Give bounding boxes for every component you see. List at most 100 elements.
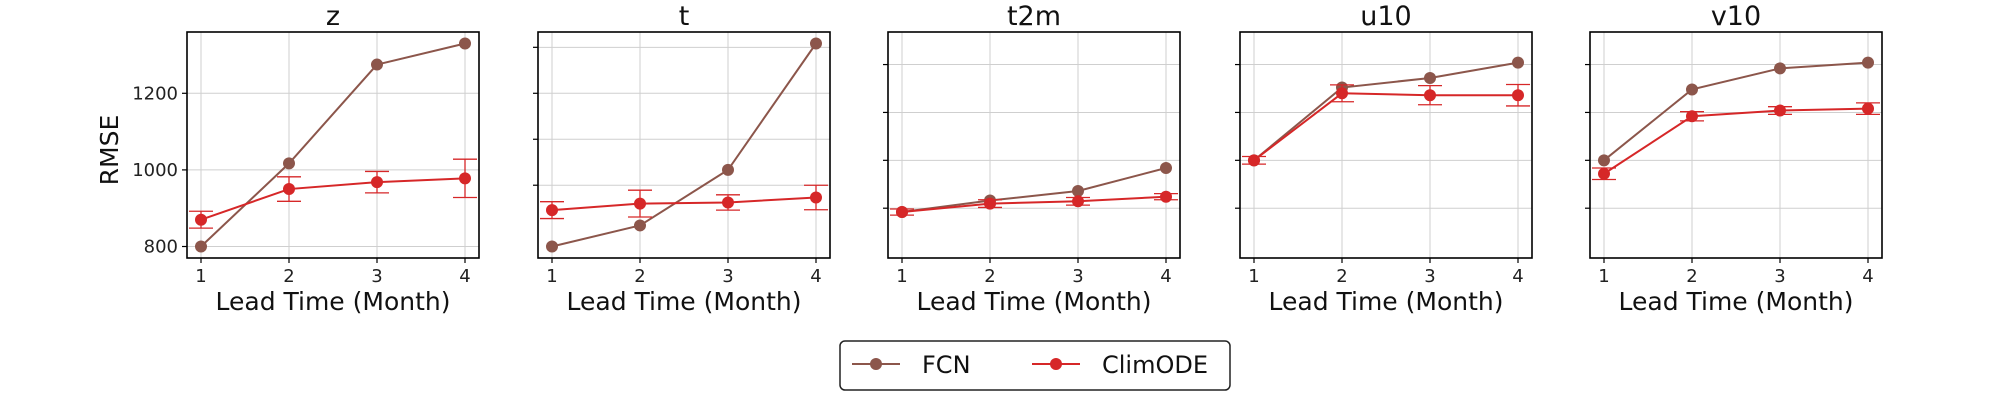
data-point-FCN (634, 219, 646, 232)
data-point-ClimODE (546, 204, 558, 217)
x-tick-label: 3 (722, 266, 733, 287)
series-line-ClimODE (1603, 107, 1869, 175)
axes-frame (537, 31, 831, 259)
data-point-FCN (546, 240, 558, 253)
series-FCN (1248, 56, 1524, 167)
data-point-ClimODE (1512, 89, 1524, 102)
axes-frame (186, 31, 480, 259)
series-line-ClimODE (200, 177, 466, 221)
y-axis-label: RMSE (95, 115, 124, 186)
chart-panels: 1 2 3 4 800 1000 1200 z Lead Time (Month) RMSE 1 2 3… (95, 1, 1883, 316)
legend-label-fcn: FCN (922, 351, 971, 379)
series-ClimODE (189, 158, 477, 229)
x-tick-label: 4 (459, 266, 470, 287)
series-line-FCN (901, 167, 1167, 214)
x-tick-label: 2 (1336, 266, 1347, 287)
data-point-ClimODE (810, 191, 822, 204)
data-point-ClimODE (371, 176, 383, 189)
data-point-FCN (283, 157, 295, 170)
data-point-ClimODE (1160, 190, 1172, 203)
panel-title: z (326, 1, 340, 32)
data-point-ClimODE (459, 172, 471, 185)
legend-climode-marker (1050, 358, 1062, 370)
data-point-FCN (195, 240, 207, 253)
x-tick-label: 2 (1686, 266, 1697, 287)
data-point-FCN (1512, 56, 1524, 69)
series-FCN (546, 37, 822, 253)
panel-z: 1 2 3 4 800 1000 1200 z Lead Time (Month) RMSE (95, 1, 480, 316)
series-FCN (195, 37, 471, 253)
panel-title: t2m (1007, 1, 1061, 32)
series-line-ClimODE (901, 195, 1167, 214)
x-tick-label: 3 (1072, 266, 1083, 287)
panel-title: u10 (1360, 1, 1411, 32)
series-line-FCN (200, 42, 466, 248)
series-ClimODE (1592, 102, 1880, 181)
legend-fcn-marker (870, 358, 882, 370)
series-FCN (1598, 56, 1874, 167)
y-tick-label: 1000 (132, 160, 178, 181)
series-line-FCN (1253, 61, 1519, 162)
data-point-ClimODE (634, 197, 646, 210)
panel-title: t (679, 1, 690, 32)
x-tick-label: 1 (1248, 266, 1259, 287)
data-point-FCN (1686, 83, 1698, 96)
series-ClimODE (890, 190, 1178, 219)
x-tick-label: 4 (1160, 266, 1171, 287)
x-tick-label: 3 (1774, 266, 1785, 287)
panel-title: v10 (1711, 1, 1761, 32)
series-ClimODE (540, 184, 828, 220)
x-tick-label: 2 (283, 266, 294, 287)
x-tick-label: 3 (371, 266, 382, 287)
data-point-ClimODE (722, 196, 734, 209)
x-tick-label: 4 (810, 266, 821, 287)
series-line-FCN (551, 42, 817, 248)
data-point-ClimODE (1248, 154, 1260, 167)
panel-t: 1 2 3 4 t Lead Time (Month) (533, 1, 831, 316)
data-point-FCN (1774, 62, 1786, 75)
x-tick-label: 3 (1424, 266, 1435, 287)
series-line-ClimODE (551, 196, 817, 212)
legend: FCN ClimODE (839, 340, 1231, 391)
data-point-ClimODE (1072, 195, 1084, 208)
data-point-ClimODE (984, 197, 996, 210)
data-point-FCN (459, 37, 471, 50)
x-axis-label: Lead Time (Month) (1619, 287, 1854, 316)
x-tick-label: 4 (1862, 266, 1873, 287)
panel-t2m: 1 2 3 4 t2m Lead Time (Month) (883, 1, 1181, 316)
data-point-FCN (1160, 161, 1172, 174)
data-point-ClimODE (1686, 110, 1698, 123)
data-point-FCN (1072, 184, 1084, 197)
legend-label-climode: ClimODE (1102, 351, 1208, 379)
data-point-FCN (371, 58, 383, 71)
axes-frame (1239, 31, 1533, 259)
axes-frame (887, 31, 1181, 259)
y-tick-label: 1200 (132, 83, 178, 104)
data-point-ClimODE (1336, 87, 1348, 100)
series-ClimODE (1242, 83, 1530, 167)
x-axis-label: Lead Time (Month) (216, 287, 451, 316)
data-point-FCN (1424, 71, 1436, 84)
data-point-FCN (1598, 154, 1610, 167)
data-point-FCN (810, 37, 822, 50)
data-point-ClimODE (1774, 104, 1786, 117)
data-point-ClimODE (1862, 102, 1874, 115)
x-axis-label: Lead Time (Month) (567, 287, 802, 316)
data-point-FCN (722, 163, 734, 176)
series-line-ClimODE (1253, 92, 1518, 162)
x-tick-label: 4 (1512, 266, 1523, 287)
x-axis-label: Lead Time (Month) (917, 287, 1152, 316)
y-tick-label: 800 (144, 237, 178, 258)
data-point-ClimODE (1424, 89, 1436, 102)
panel-u10: 1 2 3 4 u10 Lead Time (Month) (1235, 1, 1533, 316)
series-line-FCN (1603, 61, 1869, 162)
x-tick-label: 1 (546, 266, 557, 287)
x-tick-label: 1 (195, 266, 206, 287)
x-tick-label: 1 (1598, 266, 1609, 287)
data-point-FCN (1862, 56, 1874, 69)
data-point-ClimODE (896, 206, 908, 219)
data-point-ClimODE (1598, 167, 1610, 180)
data-point-ClimODE (283, 183, 295, 196)
x-tick-label: 2 (984, 266, 995, 287)
